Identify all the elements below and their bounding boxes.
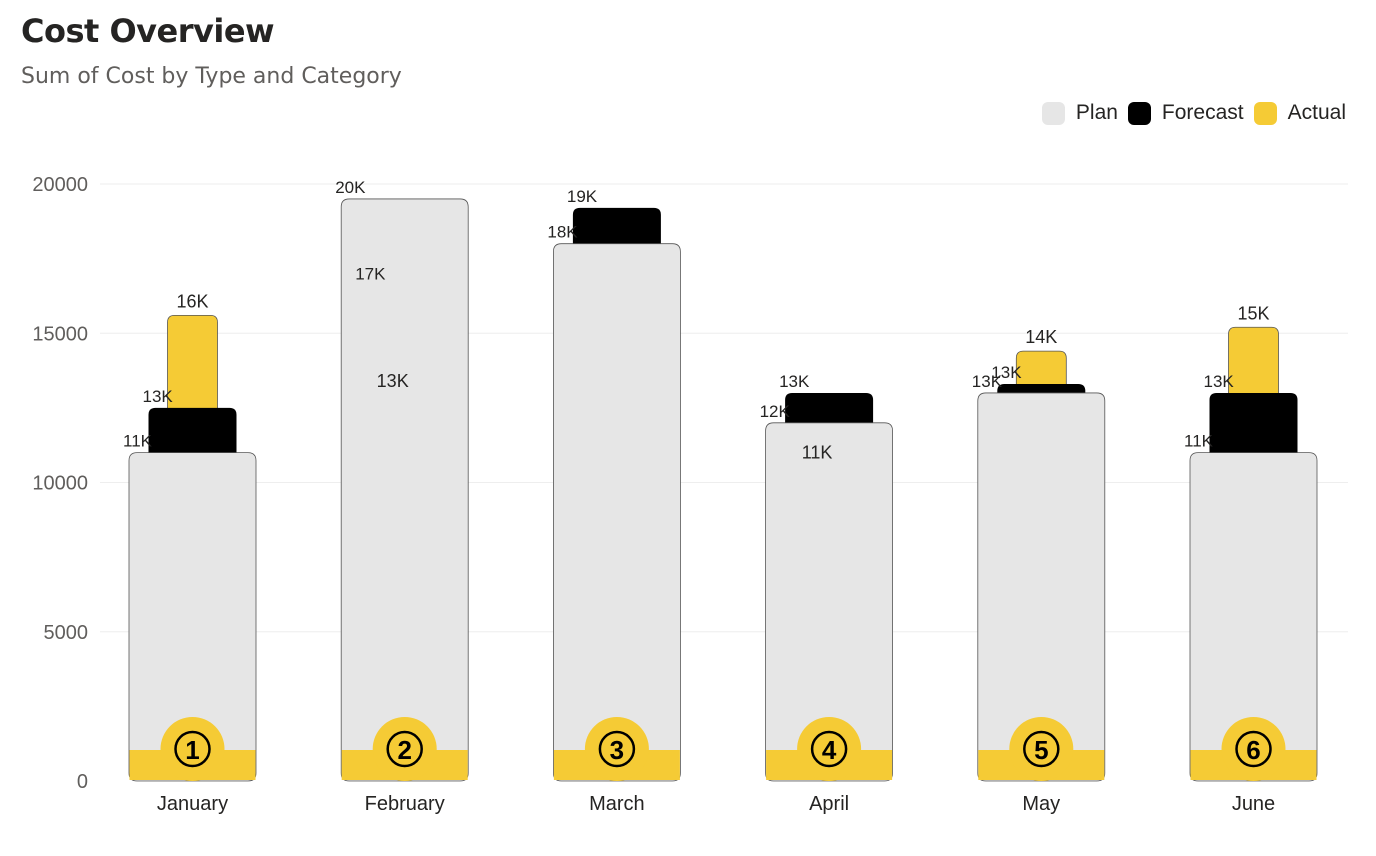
- bar-plan[interactable]: [765, 422, 893, 782]
- data-label-plan: 11K: [1184, 432, 1214, 451]
- badge-number: 1: [185, 735, 199, 765]
- x-category-label: April: [809, 793, 849, 815]
- bar-plan[interactable]: [1189, 452, 1318, 782]
- y-tick-label: 0: [77, 771, 88, 793]
- bar-plan[interactable]: [340, 198, 469, 782]
- data-label-actual: 15K: [1237, 303, 1269, 323]
- badge-number: 2: [397, 735, 411, 765]
- bar-plan[interactable]: [553, 243, 681, 782]
- y-tick-label: 10000: [32, 473, 88, 495]
- badge-number: 3: [610, 735, 624, 765]
- legend-swatch-forecast: [1127, 101, 1151, 125]
- legend-item-plan[interactable]: Plan: [1041, 101, 1118, 125]
- data-label-actual: 13K: [377, 371, 409, 391]
- data-label-actual: 11K: [802, 443, 833, 463]
- bar-plan[interactable]: [128, 452, 257, 782]
- data-label-plan: 11K: [123, 432, 153, 451]
- data-label-plan: 18K: [547, 223, 578, 242]
- data-label-plan: 20K: [335, 178, 366, 197]
- legend-swatch-plan: [1041, 101, 1065, 125]
- badge-number: 4: [822, 735, 837, 765]
- badge-ring: [598, 730, 636, 768]
- badge-number: 5: [1034, 735, 1048, 765]
- badge-circle: [1221, 717, 1286, 781]
- data-label-forecast: 19K: [567, 187, 598, 206]
- badge-circle: [372, 717, 437, 781]
- legend-label-actual: Actual: [1287, 101, 1346, 124]
- data-label-forecast: 13K: [143, 387, 174, 406]
- y-tick-label: 15000: [32, 323, 88, 345]
- badge-ring: [810, 730, 848, 768]
- data-label-plan: 13K: [972, 372, 1003, 391]
- badge-number: 6: [1246, 735, 1260, 765]
- legend: Plan Forecast Actual: [1032, 101, 1346, 125]
- legend-item-forecast[interactable]: Forecast: [1127, 101, 1244, 125]
- badge-ring: [386, 730, 423, 768]
- badge-circle: [797, 717, 862, 781]
- y-tick-label: 20000: [32, 174, 88, 196]
- badge-ring: [1235, 730, 1272, 768]
- x-category-label: June: [1232, 793, 1275, 815]
- x-category-label: May: [1022, 793, 1060, 815]
- y-tick-label: 5000: [44, 622, 89, 644]
- badge-ring: [1023, 730, 1060, 768]
- badge-circle: [1009, 717, 1074, 781]
- data-label-forecast: 13K: [1204, 372, 1235, 391]
- badge-circle: [160, 717, 225, 781]
- badge-circle: [584, 717, 649, 781]
- bar-forecast[interactable]: [148, 407, 237, 459]
- bar-forecast[interactable]: [785, 392, 874, 429]
- chart-title: Cost Overview: [21, 12, 275, 50]
- x-category-label: March: [589, 793, 645, 815]
- data-label-forecast: 13K: [779, 372, 810, 391]
- data-label-forecast: 17K: [355, 265, 386, 284]
- bar-plan[interactable]: [977, 392, 1106, 782]
- bar-forecast[interactable]: [572, 207, 661, 250]
- legend-item-actual[interactable]: Actual: [1253, 101, 1346, 125]
- data-label-plan: 12K: [760, 402, 791, 421]
- badge-ring: [174, 730, 211, 768]
- data-label-actual: 14K: [1025, 327, 1057, 347]
- legend-swatch-actual: [1253, 101, 1277, 125]
- data-label-forecast: 13K: [991, 363, 1022, 382]
- x-category-label: January: [157, 793, 228, 815]
- chart-subtitle: Sum of Cost by Type and Category: [21, 64, 402, 89]
- legend-label-plan: Plan: [1075, 101, 1118, 124]
- x-category-label: February: [365, 793, 445, 815]
- data-label-actual: 16K: [176, 291, 208, 311]
- legend-label-forecast: Forecast: [1161, 101, 1244, 124]
- bar-forecast[interactable]: [1209, 392, 1298, 459]
